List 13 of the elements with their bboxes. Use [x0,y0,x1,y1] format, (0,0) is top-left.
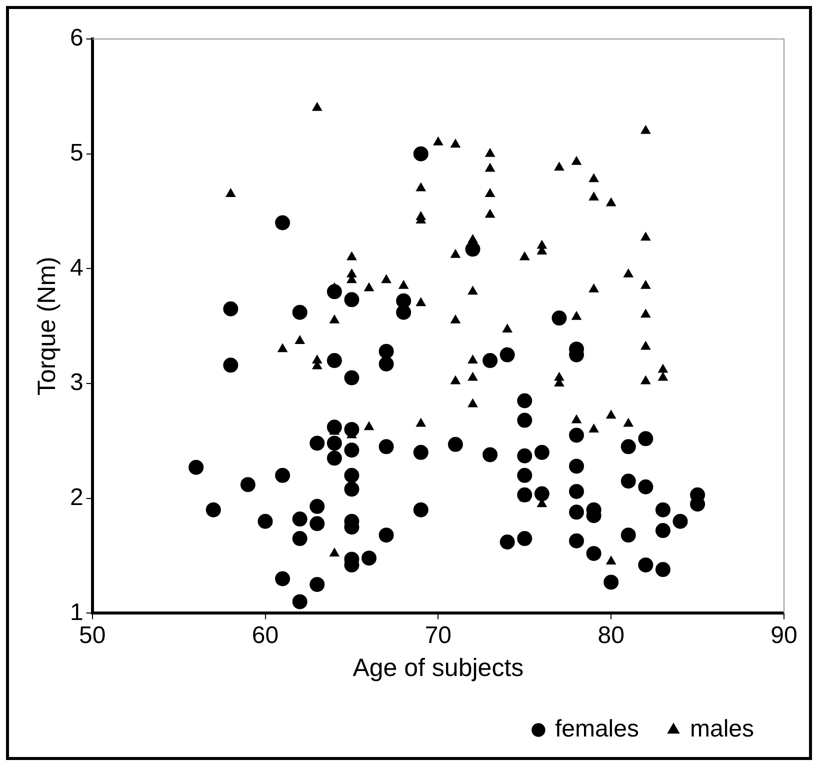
x-tick-label: 80 [598,622,624,650]
legend-label: females [554,716,639,743]
y-tick-label: 2 [70,484,84,511]
y-tick-label: 6 [70,24,84,52]
x-tick-label: 70 [424,622,452,650]
y-tick-label: 3 [70,369,84,396]
y-tick-label: 5 [70,139,84,166]
y-tick-label: 4 [70,254,84,282]
legend-label: males [690,716,754,743]
x-tick-label: 60 [252,622,279,650]
y-axis-title: Torque (Nm) [32,256,61,396]
x-tick-label: 90 [770,622,798,650]
x-axis-title: Age of subjects [352,654,524,682]
